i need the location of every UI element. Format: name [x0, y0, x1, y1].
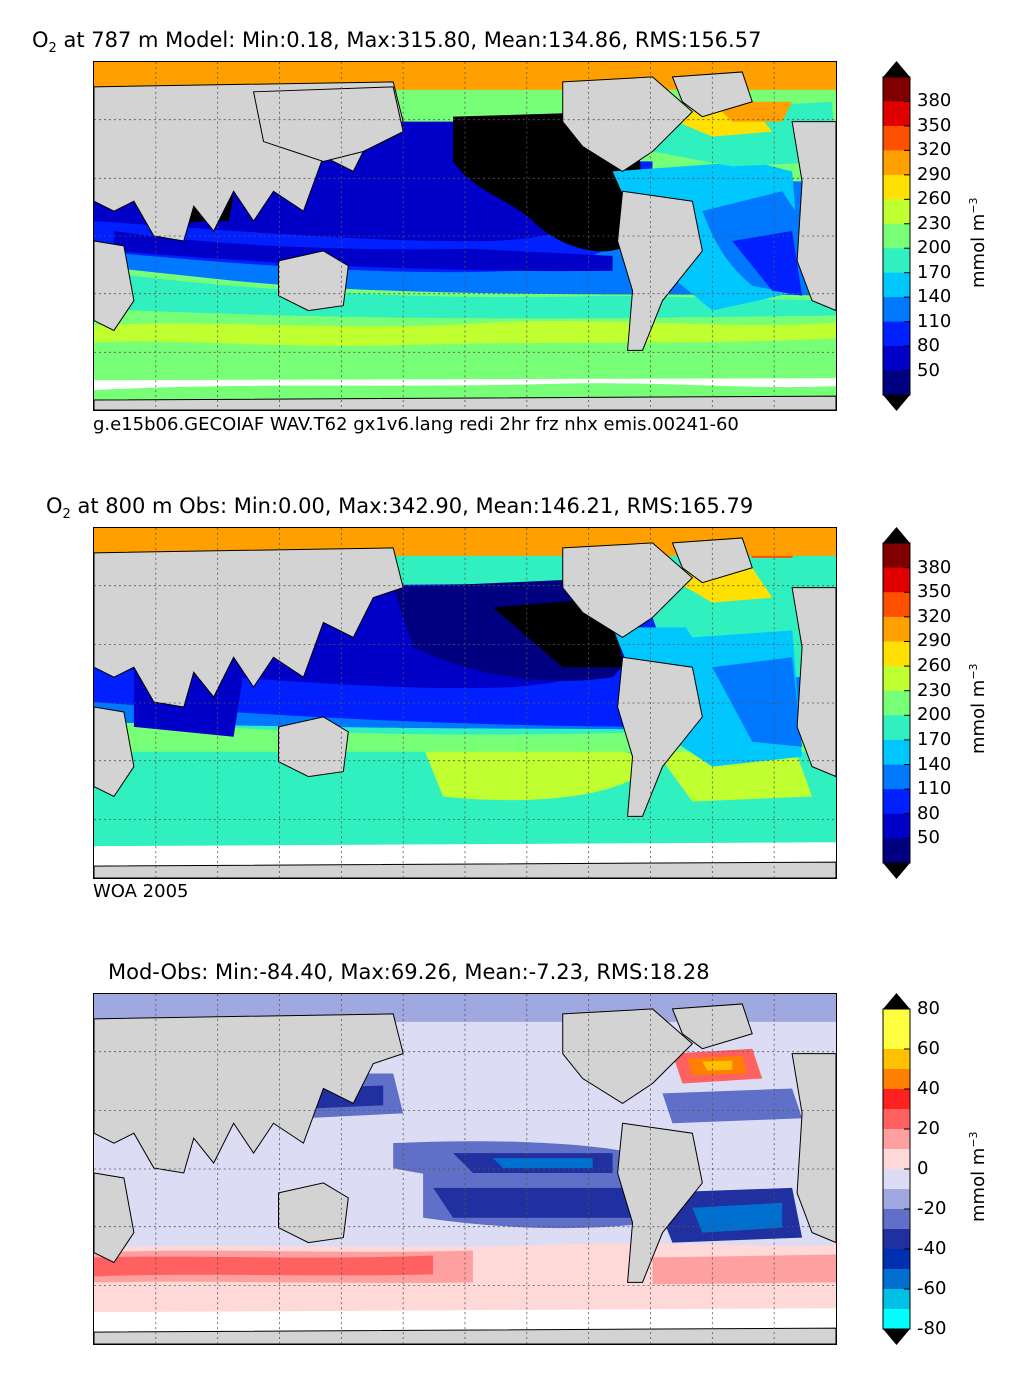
colorbar-segment: [883, 1049, 910, 1070]
colorbar-segment: [883, 1249, 910, 1270]
colorbar-segment: [883, 248, 910, 274]
colorbar-segment: [883, 1289, 910, 1310]
colorbar-tick-label: 350: [917, 581, 952, 603]
colorbar-segment: [883, 543, 910, 569]
colorbar-tick-label: 80: [917, 998, 940, 1019]
colorbar-tick-label: 320: [917, 139, 952, 161]
colorbar-tick-label: 50: [917, 359, 940, 381]
colorbar-tick-label: 110: [917, 778, 952, 800]
colorbar-extend-max: [883, 993, 910, 1009]
colorbar-extend-min: [883, 395, 910, 411]
colorbar-segment: [883, 370, 910, 396]
colorbar-segment: [883, 1009, 910, 1030]
colorbar-segment: [883, 297, 910, 323]
colorbar-tick-label: 140: [917, 286, 952, 308]
model-panel: O2 at 787 m Model: Min:0.18, Max:315.80,…: [0, 0, 1020, 460]
colorbar-tick-label: 40: [917, 1078, 940, 1099]
colorbar-extend-min: [883, 863, 910, 879]
colorbar-extend-max: [883, 527, 910, 543]
colorbar-tick-label: 380: [917, 90, 952, 112]
colorbar-segment: [883, 567, 910, 593]
colorbar-segment: [883, 1209, 910, 1230]
colorbar-segment: [883, 690, 910, 716]
obs-caption: WOA 2005: [93, 881, 189, 902]
colorbar-tick-label: -20: [917, 1198, 947, 1219]
model-map[interactable]: [93, 61, 837, 411]
colorbar-segment: [883, 346, 910, 372]
colorbar-tick-label: 170: [917, 261, 952, 283]
colorbar-segment: [883, 1169, 910, 1190]
colorbar-segment: [883, 1089, 910, 1110]
obs-map[interactable]: [93, 527, 837, 879]
colorbar-segment: [883, 321, 910, 347]
colorbar-tick-label: 110: [917, 310, 952, 332]
colorbar-segment: [883, 666, 910, 692]
colorbar-segment: [883, 1229, 910, 1250]
colorbar-tick-label: 230: [917, 212, 952, 234]
obs-panel: O2 at 800 m Obs: Min:0.00, Max:342.90, M…: [0, 466, 1020, 926]
colorbar-segment: [883, 641, 910, 667]
colorbar-segment: [883, 199, 910, 225]
colorbar-tick-label: 80: [917, 802, 940, 824]
diff-map[interactable]: [93, 993, 837, 1345]
colorbar-tick-label: 0: [917, 1158, 929, 1179]
colorbar-tick-label: 80: [917, 335, 940, 357]
diff-colorbar: [882, 993, 911, 1345]
model-colorbar: [882, 61, 911, 411]
colorbar-extend-max: [883, 61, 910, 77]
colorbar-tick-label: 380: [917, 556, 952, 578]
colorbar-segment: [883, 1149, 910, 1170]
colorbar-segment: [883, 1189, 910, 1210]
colorbar-segment: [883, 592, 910, 618]
colorbar-tick-label: 20: [917, 1118, 940, 1139]
model-caption: g.e15b06.GECOIAF WAV.T62 gx1v6.lang redi…: [93, 414, 739, 435]
colorbar-segment: [883, 838, 910, 864]
colorbar-segment: [883, 150, 910, 176]
colorbar-segment: [883, 174, 910, 200]
obs-title: O2 at 800 m Obs: Min:0.00, Max:342.90, M…: [46, 494, 754, 523]
diff-unit-label: mmol m−3: [967, 1131, 989, 1222]
colorbar-tick-label: -40: [917, 1238, 947, 1259]
colorbar-segment: [883, 125, 910, 151]
colorbar-segment: [883, 1309, 910, 1330]
colorbar-tick-label: 200: [917, 704, 952, 726]
colorbar-segment: [883, 1109, 910, 1130]
colorbar-tick-label: 50: [917, 827, 940, 849]
colorbar-tick-label: 260: [917, 655, 952, 677]
colorbar-tick-label: 290: [917, 630, 952, 652]
colorbar-extend-min: [883, 1329, 910, 1345]
colorbar-segment: [883, 101, 910, 127]
obs-colorbar: [882, 527, 911, 879]
colorbar-segment: [883, 789, 910, 815]
colorbar-tick-label: -80: [917, 1318, 947, 1339]
colorbar-segment: [883, 1269, 910, 1290]
colorbar-segment: [883, 813, 910, 839]
diff-panel: Mod-Obs: Min:-84.40, Max:69.26, Mean:-7.…: [0, 932, 1020, 1374]
colorbar-tick-label: 170: [917, 728, 952, 750]
obs-unit-label: mmol m−3: [967, 663, 989, 754]
colorbar-tick-label: 200: [917, 237, 952, 259]
colorbar-tick-label: 350: [917, 114, 952, 136]
colorbar-tick-label: 290: [917, 163, 952, 185]
colorbar-tick-label: 230: [917, 679, 952, 701]
colorbar-tick-label: -60: [917, 1278, 947, 1299]
colorbar-segment: [883, 272, 910, 298]
diff-title: Mod-Obs: Min:-84.40, Max:69.26, Mean:-7.…: [108, 960, 710, 984]
colorbar-tick-label: 320: [917, 605, 952, 627]
colorbar-segment: [883, 715, 910, 741]
colorbar-segment: [883, 223, 910, 249]
colorbar-segment: [883, 739, 910, 766]
colorbar-segment: [883, 764, 910, 790]
colorbar-segment: [883, 1029, 910, 1050]
colorbar-segment: [883, 77, 910, 102]
colorbar-segment: [883, 1069, 910, 1090]
colorbar-tick-label: 140: [917, 753, 952, 775]
colorbar-segment: [883, 616, 910, 642]
colorbar-tick-label: 60: [917, 1038, 940, 1059]
colorbar-segment: [883, 1129, 910, 1150]
colorbar-tick-label: 260: [917, 188, 952, 210]
model-title: O2 at 787 m Model: Min:0.18, Max:315.80,…: [32, 28, 762, 57]
model-unit-label: mmol m−3: [967, 197, 989, 288]
